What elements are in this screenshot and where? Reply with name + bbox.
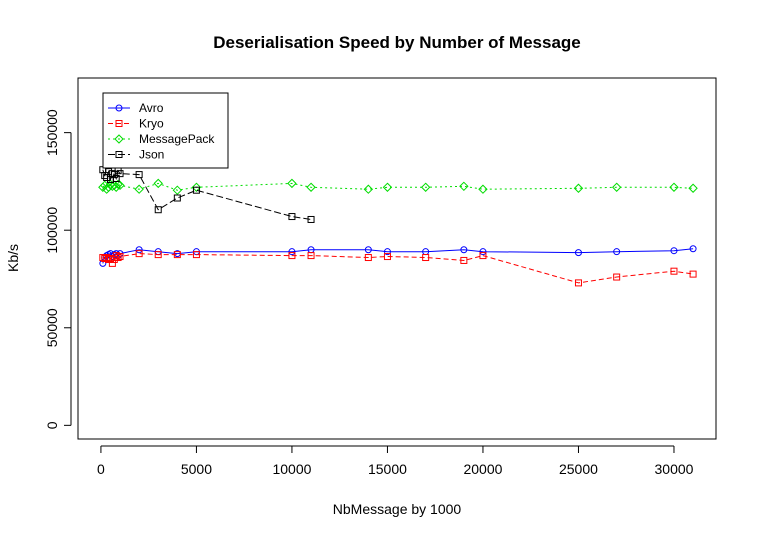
y-axis: 0 50000 100000 150000: [44, 109, 72, 429]
data-point: [288, 252, 296, 260]
data-point: [112, 252, 120, 260]
data-point: [422, 254, 430, 262]
legend-item: Kryo: [108, 117, 164, 131]
data-point: [574, 279, 582, 287]
data-point: [689, 245, 697, 253]
data-point: [173, 194, 181, 202]
data-point: [573, 183, 584, 193]
data-point: [288, 213, 296, 221]
data-point: [153, 178, 163, 189]
data-point: [307, 215, 315, 223]
legend-item: Avro: [108, 101, 164, 115]
y-axis-label: Kb/s: [5, 244, 21, 272]
data-point: [116, 253, 124, 261]
y-tick-label: 100000: [44, 207, 60, 254]
data-point: [172, 185, 183, 195]
data-point: [108, 259, 116, 267]
legend-item: Json: [108, 148, 164, 162]
data-point: [287, 178, 297, 189]
data-point: [101, 172, 109, 180]
series-line: [102, 169, 312, 220]
legend-label: Json: [139, 148, 164, 162]
data-point: [115, 120, 123, 127]
data-point: [116, 170, 124, 178]
series-kryo: [99, 250, 697, 287]
y-tick-label: 0: [44, 421, 60, 429]
data-point: [364, 254, 372, 262]
data-point: [669, 182, 679, 192]
data-point: [192, 186, 200, 194]
data-point: [460, 246, 468, 254]
data-point: [479, 252, 487, 260]
data-point: [135, 246, 143, 254]
data-point: [613, 273, 621, 281]
x-axis-label: NbMessage by 1000: [333, 501, 462, 517]
series-avro: [99, 245, 697, 267]
data-point: [613, 248, 621, 256]
data-point: [364, 246, 372, 254]
x-tick-label: 20000: [463, 461, 502, 477]
data-point: [111, 182, 121, 192]
series-line: [102, 182, 694, 191]
plot-frame: [77, 77, 717, 440]
chart-title: Deserialisation Speed by Number of Messa…: [213, 33, 581, 52]
data-point: [191, 182, 202, 192]
data-point: [103, 254, 111, 262]
data-point: [114, 254, 122, 262]
series-json: [99, 166, 315, 223]
data-point: [154, 206, 162, 214]
x-tick-label: 30000: [655, 461, 694, 477]
data-point: [135, 250, 143, 258]
data-point: [689, 270, 697, 278]
y-tick-label: 50000: [44, 308, 60, 347]
data-point: [192, 251, 200, 259]
data-point: [478, 184, 488, 194]
x-tick-label: 0: [97, 461, 105, 477]
legend-box: [102, 92, 229, 169]
data-point: [306, 182, 316, 192]
data-point: [113, 179, 123, 190]
data-point: [115, 180, 125, 191]
legend-label: MessagePack: [139, 132, 215, 146]
data-point: [459, 181, 469, 192]
data-point: [307, 252, 315, 260]
data-point: [154, 251, 162, 259]
series-messagepack: [98, 178, 698, 195]
data-point: [288, 248, 296, 256]
x-tick-label: 5000: [181, 461, 212, 477]
data-point: [670, 267, 678, 275]
data-point: [134, 184, 144, 194]
series-layer: [98, 166, 698, 287]
series-line: [102, 248, 694, 264]
data-point: [382, 182, 393, 192]
series-line: [102, 253, 694, 284]
data-point: [383, 253, 391, 261]
data-point: [135, 171, 143, 179]
data-point: [574, 249, 582, 257]
data-point: [611, 182, 622, 192]
data-point: [420, 182, 431, 192]
x-tick-label: 10000: [272, 461, 311, 477]
data-point: [670, 247, 678, 255]
data-point: [688, 183, 698, 193]
x-tick-label: 25000: [559, 461, 598, 477]
x-tick-label: 15000: [368, 461, 407, 477]
data-point: [114, 134, 124, 144]
x-axis: 0 5000 10000 15000 20000 25000 30000: [97, 445, 694, 477]
data-point: [383, 248, 391, 256]
data-point: [479, 248, 487, 256]
data-point: [173, 251, 181, 259]
data-point: [363, 184, 374, 194]
legend-item: MessagePack: [108, 132, 215, 146]
y-tick-label: 150000: [44, 109, 60, 156]
legend-label: Kryo: [139, 117, 164, 131]
data-point: [115, 151, 123, 158]
data-point: [112, 174, 120, 182]
data-point: [115, 104, 123, 112]
data-point: [460, 256, 468, 264]
legend-label: Avro: [139, 101, 164, 115]
